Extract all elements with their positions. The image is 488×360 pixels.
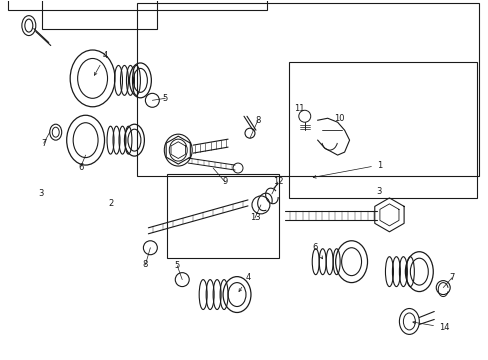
Text: 8: 8 (142, 260, 148, 269)
Text: 8: 8 (255, 116, 260, 125)
Text: 12: 12 (272, 177, 283, 186)
Text: 3: 3 (38, 189, 43, 198)
Bar (41, 0, 157, 28)
Bar (288, 62, 476, 198)
Text: 14: 14 (412, 321, 448, 332)
Text: 10: 10 (334, 114, 344, 123)
Text: 7: 7 (41, 139, 46, 148)
Text: 5: 5 (163, 94, 167, 103)
Text: 13: 13 (249, 213, 260, 222)
Text: 5: 5 (174, 261, 180, 270)
Text: 4: 4 (94, 51, 108, 75)
Text: 1: 1 (313, 161, 381, 178)
Bar (137, 3, 478, 176)
Text: 2: 2 (108, 199, 113, 208)
Text: 11: 11 (294, 104, 305, 113)
Text: 3: 3 (376, 188, 382, 197)
Text: 6: 6 (78, 163, 83, 172)
Bar (167, 174, 278, 258)
Text: 7: 7 (448, 273, 454, 282)
Text: 9: 9 (222, 177, 227, 186)
Text: 4: 4 (239, 273, 250, 292)
Text: 6: 6 (311, 243, 322, 259)
Bar (8, 0, 266, 10)
